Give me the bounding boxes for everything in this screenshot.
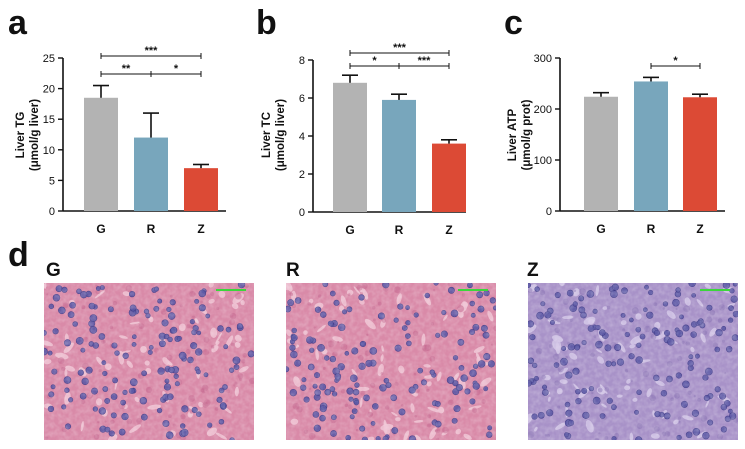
y-tick-label: 10 xyxy=(43,145,55,157)
y-axis-label: Liver ATP (μmol/g prot) xyxy=(507,99,533,170)
significance-label: *** xyxy=(145,45,159,57)
bar-r xyxy=(382,99,416,212)
y-tick-label: 5 xyxy=(49,175,55,187)
y-axis-label: Liver TG (μmol/g liver) xyxy=(15,99,41,171)
x-tick-label: Z xyxy=(696,222,703,236)
x-tick-label: Z xyxy=(445,223,452,237)
y-tick-label: 0 xyxy=(299,207,305,219)
y-axis-label-line1: Liver ATP xyxy=(507,108,519,161)
micrograph-tissue xyxy=(44,283,254,440)
y-tick-label: 300 xyxy=(534,53,552,65)
y-tick-label: 0 xyxy=(49,206,55,218)
micrograph-tissue xyxy=(528,283,738,440)
tissue-texture xyxy=(44,283,254,440)
y-tick-label: 0 xyxy=(546,206,552,218)
bar-g xyxy=(584,96,618,211)
y-tick-label: 4 xyxy=(299,131,305,143)
panel-letter-c: c xyxy=(504,4,523,42)
x-tick-label: G xyxy=(345,223,354,237)
y-axis-label-line1: Liver TG xyxy=(15,112,27,159)
micrograph-label-z: Z xyxy=(527,260,539,281)
bar-z xyxy=(432,143,466,212)
x-tick-label: R xyxy=(647,222,656,236)
significance-label: *** xyxy=(418,55,432,67)
y-axis-label-line2: (μmol/g liver) xyxy=(275,99,287,171)
micrograph-g xyxy=(44,283,254,440)
y-tick-label: 8 xyxy=(299,55,305,67)
y-tick-label: 6 xyxy=(299,93,305,105)
x-tick-label: G xyxy=(96,222,105,236)
bar-g xyxy=(333,82,367,212)
panel-letter-d: d xyxy=(8,236,29,274)
y-tick-label: 100 xyxy=(534,155,552,167)
y-tick-label: 15 xyxy=(43,114,55,126)
bar-r xyxy=(134,137,168,211)
micrograph-label-g: G xyxy=(46,260,61,281)
y-tick-label: 25 xyxy=(43,53,55,65)
significance-label: *** xyxy=(393,42,407,54)
y-axis-label: Liver TC (μmol/g liver) xyxy=(261,99,287,171)
y-axis-label-line2: (μmol/g prot) xyxy=(521,99,533,170)
bar-z xyxy=(683,97,717,211)
micrograph-label-r: R xyxy=(286,260,300,281)
bar-z xyxy=(184,168,218,211)
x-tick-label: R xyxy=(395,223,404,237)
significance-label: * xyxy=(673,55,678,67)
x-tick-label: Z xyxy=(197,222,204,236)
y-tick-label: 2 xyxy=(299,169,305,181)
y-tick-label: 200 xyxy=(534,104,552,116)
micrograph-r xyxy=(286,283,496,440)
x-tick-label: R xyxy=(147,222,156,236)
chart-liver-atp: 0 100 200 300 Liver ATP (μmol/g prot) G R Z * xyxy=(507,53,725,236)
y-axis-label-line2: (μmol/g liver) xyxy=(29,99,41,171)
tissue-texture xyxy=(528,283,738,440)
significance-label: ** xyxy=(122,63,131,75)
bar-g xyxy=(84,97,118,211)
tissue-texture xyxy=(286,283,496,440)
y-tick-label: 20 xyxy=(43,84,55,96)
micrograph-tissue xyxy=(286,283,496,440)
panel-letter-b: b xyxy=(256,4,277,42)
panel-letter-a: a xyxy=(8,4,28,42)
x-tick-label: G xyxy=(596,222,605,236)
micrograph-z xyxy=(528,283,738,440)
significance-label: * xyxy=(174,63,179,75)
y-axis-label-line1: Liver TC xyxy=(261,112,273,158)
significance-label: * xyxy=(372,55,377,67)
bar-r xyxy=(634,81,668,212)
